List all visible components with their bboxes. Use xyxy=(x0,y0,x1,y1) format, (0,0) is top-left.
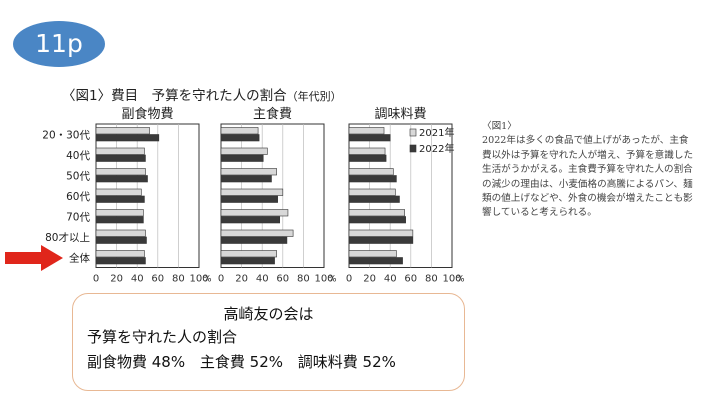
bar xyxy=(95,175,148,183)
bar xyxy=(220,195,278,203)
category-label: 60代 xyxy=(66,191,90,203)
bar xyxy=(220,127,259,135)
bar xyxy=(95,195,145,203)
bar xyxy=(95,134,160,142)
bar xyxy=(220,250,277,258)
summary-value-seasoning: 調味料費 52% xyxy=(297,353,396,371)
category-label: 80才以上 xyxy=(45,231,90,244)
red-arrow-icon xyxy=(5,245,63,271)
category-label: 40代 xyxy=(66,150,90,162)
bar xyxy=(220,209,289,217)
x-tick-label: 60 xyxy=(151,274,164,285)
figure-title: 〈図1〉費目 予算を守れた人の割合 xyxy=(62,88,287,104)
category-label: 全体 xyxy=(69,251,90,264)
bar xyxy=(220,168,277,176)
x-tick-label: 0 xyxy=(346,274,352,285)
bar xyxy=(95,229,146,237)
bar xyxy=(220,229,294,237)
bar xyxy=(220,188,284,196)
x-tick-label: 80 xyxy=(297,274,310,285)
page-number-badge: 11p xyxy=(13,21,105,67)
figure-note: 〈図1〉 2022年は多くの食品で値上げがあったが、主食費以外は予算を守れた人が… xyxy=(482,120,697,221)
bar xyxy=(95,250,145,258)
x-tick-label: 40 xyxy=(384,274,397,285)
bar xyxy=(95,127,150,135)
figure-subtitle: （年代別） xyxy=(286,90,342,103)
x-tick-label: 80 xyxy=(172,274,185,285)
legend-swatch xyxy=(409,144,417,153)
bar xyxy=(95,257,146,265)
legend-label: 2021年 xyxy=(419,126,454,139)
bar xyxy=(220,134,260,142)
bar xyxy=(348,154,387,162)
bar xyxy=(348,250,397,258)
summary-subtitle: 予算を守れた人の割合 xyxy=(87,328,238,346)
x-unit-label: % xyxy=(203,275,212,285)
summary-title: 高崎友の会は xyxy=(223,305,314,323)
category-label: 50代 xyxy=(66,170,90,182)
bar xyxy=(348,134,391,142)
bar xyxy=(348,188,396,196)
legend-swatch xyxy=(409,128,417,137)
bar xyxy=(348,209,405,217)
x-tick-label: 0 xyxy=(93,274,99,285)
summary-value-staple: 主食費 52% xyxy=(199,353,283,371)
x-tick-label: 20 xyxy=(110,274,123,285)
panel-title: 主食費 xyxy=(253,106,292,122)
figure-heading: 〈図1〉費目 予算を守れた人の割合（年代別） xyxy=(62,84,342,104)
category-label: 20・30代 xyxy=(42,129,90,141)
bar xyxy=(348,127,385,135)
bar xyxy=(348,216,406,224)
bar xyxy=(220,147,268,155)
x-tick-label: 40 xyxy=(131,274,144,285)
x-tick-label: 100 xyxy=(189,274,208,285)
bar xyxy=(95,236,147,244)
bar xyxy=(348,168,394,176)
bar xyxy=(220,236,288,244)
bar xyxy=(95,168,146,176)
x-tick-label: 100 xyxy=(314,274,333,285)
bar xyxy=(348,147,386,155)
x-unit-label: % xyxy=(456,275,465,285)
x-tick-label: 80 xyxy=(425,274,438,285)
bar xyxy=(220,257,275,265)
summary-value-side-dish: 副食物費 48% xyxy=(87,353,186,371)
bar xyxy=(220,216,281,224)
bar xyxy=(348,229,414,237)
bar xyxy=(95,209,144,217)
bar xyxy=(95,147,145,155)
bar xyxy=(95,216,144,224)
bar xyxy=(348,236,414,244)
bar xyxy=(95,154,146,162)
summary-values: 副食物費 48% 主食費 52% 調味料費 52% xyxy=(87,351,406,372)
x-tick-label: 20 xyxy=(363,274,376,285)
x-tick-label: 40 xyxy=(256,274,269,285)
x-tick-label: 100 xyxy=(442,274,461,285)
bar xyxy=(220,154,264,162)
x-tick-label: 20 xyxy=(235,274,248,285)
bar xyxy=(348,257,403,265)
bar xyxy=(220,175,272,183)
x-tick-label: 60 xyxy=(404,274,417,285)
x-unit-label: % xyxy=(328,275,337,285)
legend-label: 2022年 xyxy=(419,142,454,155)
note-title: 〈図1〉 xyxy=(482,121,517,132)
bar xyxy=(348,175,397,183)
panel-title: 調味料費 xyxy=(374,107,426,122)
summary-box: 高崎友の会は 予算を守れた人の割合 副食物費 48% 主食費 52% 調味料費 … xyxy=(72,293,465,391)
x-tick-label: 60 xyxy=(276,274,289,285)
x-tick-label: 0 xyxy=(218,274,224,285)
note-body: 2022年は多くの食品で値上げがあったが、主食費以外は予算を守れた人が増え、予算… xyxy=(482,135,694,219)
category-label: 70代 xyxy=(66,211,90,223)
bar xyxy=(95,188,142,196)
bar xyxy=(348,195,400,203)
panel-title: 副食物費 xyxy=(121,106,173,122)
